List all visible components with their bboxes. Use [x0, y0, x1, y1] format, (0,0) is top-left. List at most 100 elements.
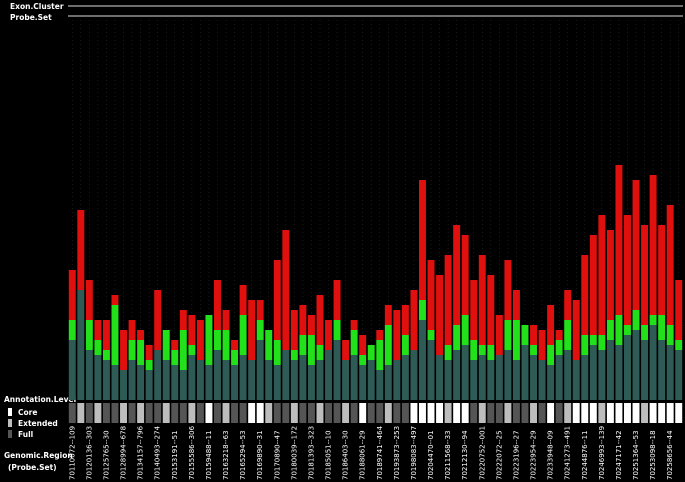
bar-segment	[461, 315, 469, 345]
annotation-cell	[222, 403, 230, 423]
bar-segment	[521, 325, 529, 345]
bar-segment	[231, 365, 239, 400]
annotation-cell	[436, 403, 444, 423]
x-tick-label: 70180039--172	[290, 426, 298, 480]
bar-segment	[555, 355, 563, 400]
x-tick-label: 70193873--253	[393, 426, 401, 480]
bar-segment	[658, 315, 666, 340]
annotation-cell	[487, 403, 495, 423]
bar-segment	[419, 320, 426, 400]
bar-segment	[299, 355, 307, 400]
bar-segment	[94, 320, 102, 340]
bar-segment	[598, 350, 606, 400]
bar-segment	[512, 290, 520, 320]
bar-segment	[555, 330, 563, 340]
bar-segment	[265, 360, 273, 400]
annotation-cell	[606, 403, 614, 423]
bar-segment	[256, 300, 264, 320]
annotation-cell	[307, 403, 315, 423]
bar-segment	[171, 365, 179, 400]
bar-segment	[145, 360, 153, 370]
bar-segment	[419, 180, 426, 300]
x-tick-label: 70134157--796	[137, 425, 145, 480]
bar-segment	[581, 255, 589, 335]
bar-segment	[384, 305, 392, 325]
bar-segment	[325, 350, 332, 400]
bar-segment	[120, 370, 127, 400]
annotation-cell	[572, 403, 580, 423]
x-tick-label: 70169890--31	[256, 430, 264, 480]
annotation-cell	[649, 403, 657, 423]
bar-segment	[214, 350, 221, 400]
annotation-cell	[478, 403, 486, 423]
bar-segment	[624, 215, 631, 325]
annotation-cell	[376, 403, 384, 423]
bar-segment	[145, 345, 153, 360]
region-title: Genomic.Region	[4, 451, 73, 460]
annotation-cell	[615, 403, 623, 423]
bar-segment	[256, 320, 264, 340]
x-tick-label: 70251364--53	[632, 430, 640, 480]
bar-segment	[419, 300, 426, 320]
annotation-cell	[196, 403, 204, 423]
bar-segment	[615, 345, 623, 400]
annotation-cell	[427, 403, 435, 423]
bar-segment	[214, 280, 221, 330]
bar-segment	[205, 315, 213, 365]
bar-segment	[547, 345, 555, 365]
bar-segment	[530, 325, 537, 345]
annotation-cell	[641, 403, 649, 423]
annotation-cell	[367, 403, 375, 423]
bar-segment	[606, 320, 614, 340]
bar-segment	[188, 355, 196, 400]
legend-probe-set: Probe.Set	[10, 13, 52, 22]
bar-segment	[137, 330, 145, 340]
bar-segment	[128, 320, 136, 340]
bar-segment	[307, 365, 315, 400]
bar-segment	[111, 295, 119, 305]
bar-segment	[376, 330, 384, 340]
bar-segment	[68, 340, 76, 400]
bar-segment	[333, 280, 341, 320]
bar-segment	[401, 305, 409, 335]
annotation-cell	[179, 403, 187, 423]
bar-segment	[675, 280, 683, 340]
x-tick-label: 70220752--001	[478, 426, 486, 480]
annotation-cell	[205, 403, 213, 423]
bar-segment	[359, 355, 367, 365]
bar-segment	[401, 335, 409, 355]
annotation-cell	[94, 403, 102, 423]
bar-segment	[384, 325, 392, 365]
x-tick-label: 70223196--27	[512, 430, 520, 480]
annotation-cell	[145, 403, 153, 423]
bar-segment	[436, 355, 444, 400]
bar-segment	[333, 320, 341, 340]
bar-segment	[350, 320, 358, 330]
bar-segment	[504, 350, 512, 400]
annotation-cell	[214, 403, 221, 423]
x-tick-label: 70212130--94	[461, 430, 469, 480]
bar-segment	[444, 255, 452, 345]
bar-segment	[393, 360, 401, 400]
annotation-cell	[282, 403, 290, 423]
annotation-cell	[171, 403, 179, 423]
annotation-cell	[444, 403, 452, 423]
bar-segment	[102, 350, 110, 360]
annotation-cell	[299, 403, 307, 423]
bar-segment	[470, 340, 478, 360]
x-tick-label: 70185051--10	[325, 430, 333, 480]
annotation-cell	[419, 403, 426, 423]
bar-segment	[256, 340, 264, 400]
bar-segment	[453, 325, 461, 350]
bar-segment	[111, 305, 119, 365]
bar-segment	[410, 290, 418, 350]
bar-segment	[521, 345, 529, 400]
bar-segment	[384, 365, 392, 400]
bar-segment	[624, 325, 631, 335]
bar-segment	[461, 345, 469, 400]
annotation-cell	[547, 403, 555, 423]
bar-segment	[641, 225, 649, 325]
bar-segment	[179, 330, 187, 370]
x-tick-label: 70223954--29	[530, 430, 538, 480]
annotation-cell	[453, 403, 461, 423]
